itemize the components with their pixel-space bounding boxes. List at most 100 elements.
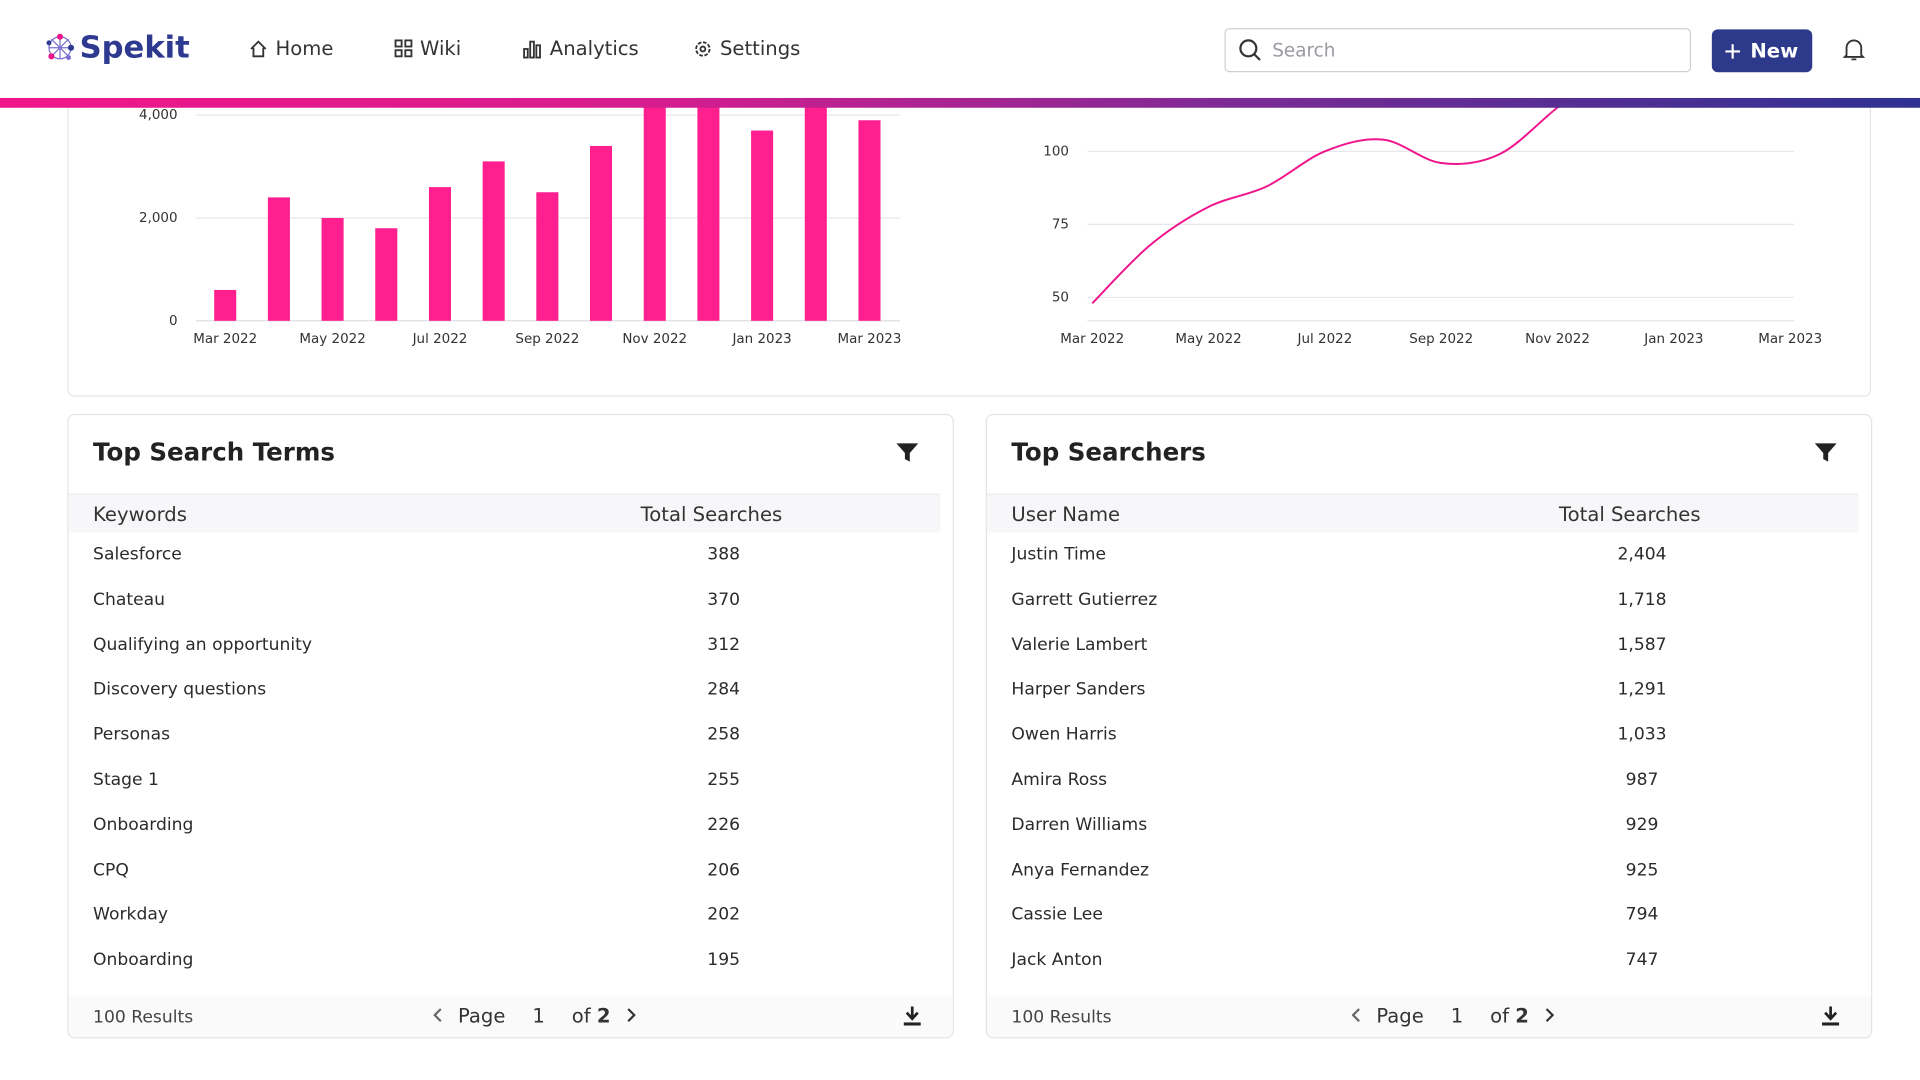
y-tick-label: 75 — [1052, 217, 1069, 232]
x-tick-label: May 2022 — [1175, 332, 1241, 347]
settings-icon — [695, 40, 711, 57]
pagination: Page 1 of 2 — [433, 1004, 636, 1028]
download-button[interactable] — [1822, 1006, 1840, 1031]
cell: 206 — [707, 860, 741, 880]
nav-wiki[interactable]: Wiki — [394, 37, 461, 60]
page-of: of 2 — [1490, 1004, 1529, 1027]
table-row: Harper Sanders 1,291 — [987, 668, 1859, 712]
x-tick-label: Jul 2022 — [412, 332, 468, 347]
page-number[interactable]: 1 — [1450, 1004, 1464, 1028]
bar — [536, 192, 559, 321]
cell: 2,404 — [1617, 544, 1667, 565]
column-header: Total Searches — [640, 502, 783, 526]
x-tick-label: Sep 2022 — [515, 332, 579, 347]
cell: Owen Harris — [1011, 725, 1117, 745]
bar — [428, 187, 451, 321]
cell: 255 — [707, 770, 741, 790]
nav-label: Analytics — [549, 36, 639, 60]
home-icon — [250, 39, 267, 57]
new-button[interactable]: New — [1711, 29, 1813, 73]
bar — [590, 145, 613, 321]
column-header: User Name — [1011, 502, 1121, 526]
cell: 1,291 — [1617, 680, 1667, 700]
cell: Darren Williams — [1011, 815, 1148, 835]
chevron-left — [1351, 1008, 1360, 1023]
y-tick-label: 50 — [1052, 290, 1069, 305]
page-label: Page — [457, 1004, 506, 1028]
filter-icon — [1814, 443, 1837, 462]
filter-button[interactable] — [1814, 443, 1837, 467]
nav-label: Home — [275, 36, 334, 60]
cell: 202 — [707, 905, 741, 925]
table-row: Darren Williams 929 — [987, 803, 1859, 847]
table-row: Justin Time 2,404 — [987, 533, 1859, 577]
table-row: Qualifying an opportunity 312 — [69, 623, 941, 667]
filter-button[interactable] — [896, 443, 919, 467]
cell: 1,718 — [1617, 589, 1667, 610]
header-gradient — [0, 97, 1920, 108]
chevron-right — [626, 1008, 636, 1023]
y-tick-label: 0 — [169, 314, 178, 329]
next-page[interactable] — [1544, 1004, 1554, 1027]
page-of: of 2 — [572, 1004, 611, 1027]
cell: 1,587 — [1617, 635, 1667, 655]
table-row: Chateau 370 — [69, 578, 941, 622]
table-row: Jack Anton 747 — [987, 938, 1859, 982]
cell: Personas — [93, 725, 171, 745]
table-row: Valerie Lambert 1,587 — [987, 623, 1859, 667]
cell: 388 — [707, 544, 741, 565]
x-tick-label: Mar 2022 — [1060, 332, 1124, 347]
table-row: Anya Fernandez 925 — [987, 848, 1859, 892]
nav-label: Settings — [720, 36, 801, 60]
nav-settings[interactable]: Settings — [693, 37, 800, 60]
table-row: Discovery questions 284 — [69, 668, 941, 712]
logo-icon — [46, 33, 75, 60]
bar — [751, 130, 774, 321]
x-tick-label: Jul 2022 — [1297, 332, 1353, 347]
prev-page[interactable] — [433, 1004, 443, 1027]
cell: Jack Anton — [1011, 950, 1103, 971]
cell: 312 — [707, 635, 741, 655]
x-tick-label: Nov 2022 — [1525, 332, 1590, 347]
cell: Chateau — [93, 589, 166, 610]
cell: 226 — [707, 815, 741, 835]
table-row: Salesforce 388 — [69, 533, 941, 577]
cell: Workday — [93, 905, 169, 925]
download-button[interactable] — [903, 1006, 921, 1031]
x-tick-label: Jan 2023 — [731, 332, 791, 347]
cell: 925 — [1625, 860, 1659, 880]
cell: CPQ — [93, 860, 129, 880]
analytics-icon — [523, 40, 541, 58]
cell: Salesforce — [93, 544, 182, 565]
logo[interactable]: Spekit — [44, 29, 190, 65]
prev-page[interactable] — [1351, 1004, 1362, 1027]
cell: 284 — [707, 680, 741, 700]
search-box[interactable]: Search — [1224, 28, 1692, 73]
notifications[interactable] — [1842, 38, 1865, 62]
page-number[interactable]: 1 — [532, 1004, 545, 1028]
table-row: Workday 202 — [69, 893, 941, 937]
results-count: 100 Results — [93, 1007, 194, 1028]
cell: 1,033 — [1617, 725, 1667, 745]
x-tick-label: Mar 2022 — [193, 332, 257, 347]
table-footer: 100 Results Page 1 of 2 — [986, 996, 1872, 1038]
cell: 747 — [1625, 950, 1659, 971]
table-card: Top Searchers User Name Total Searches Just… — [985, 413, 1873, 1039]
total-pages: 2 — [596, 1004, 611, 1028]
x-tick-label: Jan 2023 — [1643, 332, 1703, 347]
cell: 987 — [1625, 770, 1659, 790]
cell: Qualifying an opportunity — [93, 635, 312, 655]
table-row: Onboarding 226 — [69, 803, 941, 847]
next-page[interactable] — [625, 1004, 636, 1027]
table-row: Amira Ross 987 — [987, 758, 1859, 802]
nav-analytics[interactable]: Analytics — [523, 37, 639, 60]
of-label: of — [1490, 1004, 1509, 1028]
bar — [858, 120, 881, 321]
cell: Onboarding — [93, 815, 194, 835]
cell: 258 — [707, 725, 741, 745]
plus-icon — [1725, 43, 1741, 59]
x-tick-label: Mar 2023 — [1758, 332, 1822, 347]
nav-home[interactable]: Home — [249, 36, 334, 60]
search-placeholder: Search — [1272, 39, 1336, 62]
cell: Anya Fernandez — [1011, 860, 1150, 880]
